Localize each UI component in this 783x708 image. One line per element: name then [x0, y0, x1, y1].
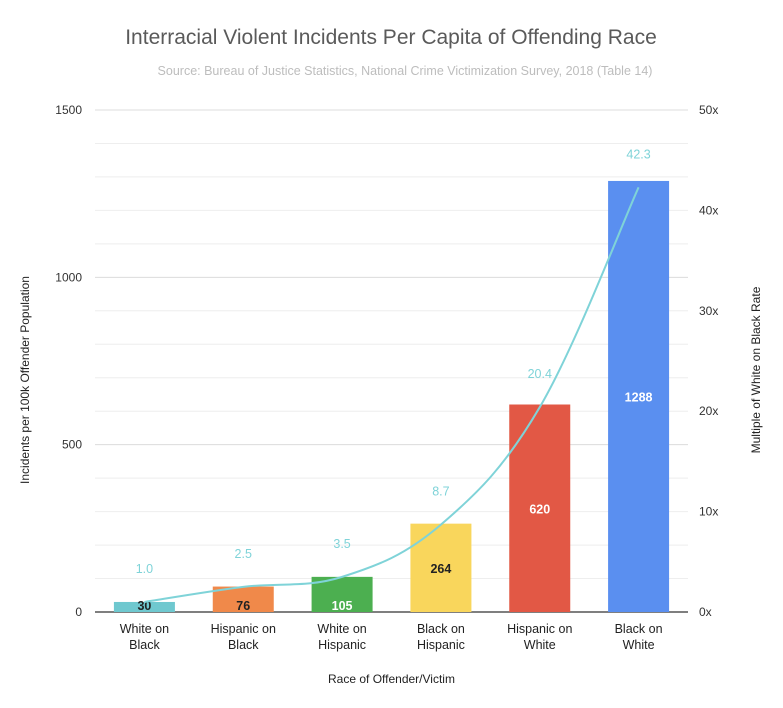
- category-label-line2: Hispanic: [318, 638, 366, 652]
- ratio-point-label: 8.7: [432, 485, 449, 499]
- category-label-line1: White on: [120, 622, 169, 636]
- category-label-line2: Black: [228, 638, 259, 652]
- bar-value-label: 264: [430, 562, 451, 576]
- bar-value-label: 1288: [625, 390, 653, 404]
- ratio-point-label: 42.3: [626, 147, 650, 161]
- bar-value-label: 620: [529, 502, 550, 516]
- y-tick-label: 1500: [55, 103, 82, 117]
- y2-tick-label: 20x: [699, 404, 718, 418]
- category-label-line1: Black on: [615, 622, 663, 636]
- category-label-line2: Hispanic: [417, 638, 465, 652]
- bar-value-label: 105: [332, 599, 353, 613]
- category-label-line1: Black on: [417, 622, 465, 636]
- bar: [608, 180, 670, 612]
- x-axis-title: Race of Offender/Victim: [328, 672, 455, 686]
- category-label-line1: Hispanic on: [507, 622, 572, 636]
- category-label-line2: White: [623, 638, 655, 652]
- y2-tick-label: 50x: [699, 103, 718, 117]
- ratio-point-label: 20.4: [528, 367, 552, 381]
- y2-tick-label: 10x: [699, 505, 718, 519]
- y-tick-label: 500: [62, 438, 82, 452]
- bar: [212, 586, 274, 612]
- y2-axis-title: Multiple of White on Black Rate: [749, 286, 763, 453]
- y2-tick-label: 30x: [699, 304, 718, 318]
- bar-value-label: 76: [236, 599, 250, 613]
- bar-value-label: 30: [137, 599, 151, 613]
- ratio-point-label: 3.5: [333, 537, 350, 551]
- y-tick-label: 1000: [55, 270, 82, 284]
- chart-title: Interracial Violent Incidents Per Capita…: [125, 26, 657, 49]
- y2-tick-label: 40x: [699, 203, 718, 217]
- category-label-line2: White: [524, 638, 556, 652]
- y-axis-title: Incidents per 100k Offender Population: [18, 276, 32, 484]
- ratio-point-label: 2.5: [235, 547, 252, 561]
- ratio-point-label: 1.0: [136, 562, 153, 576]
- bar: [113, 601, 175, 612]
- ratio-line: [144, 186, 640, 603]
- y2-tick-label: 0x: [699, 605, 712, 619]
- category-label-line1: White on: [317, 622, 366, 636]
- chart-subtitle: Source: Bureau of Justice Statistics, Na…: [158, 64, 653, 78]
- category-label-line2: Black: [129, 638, 160, 652]
- y-tick-label: 0: [75, 605, 82, 619]
- category-label-line1: Hispanic on: [211, 622, 276, 636]
- bar: [410, 523, 472, 612]
